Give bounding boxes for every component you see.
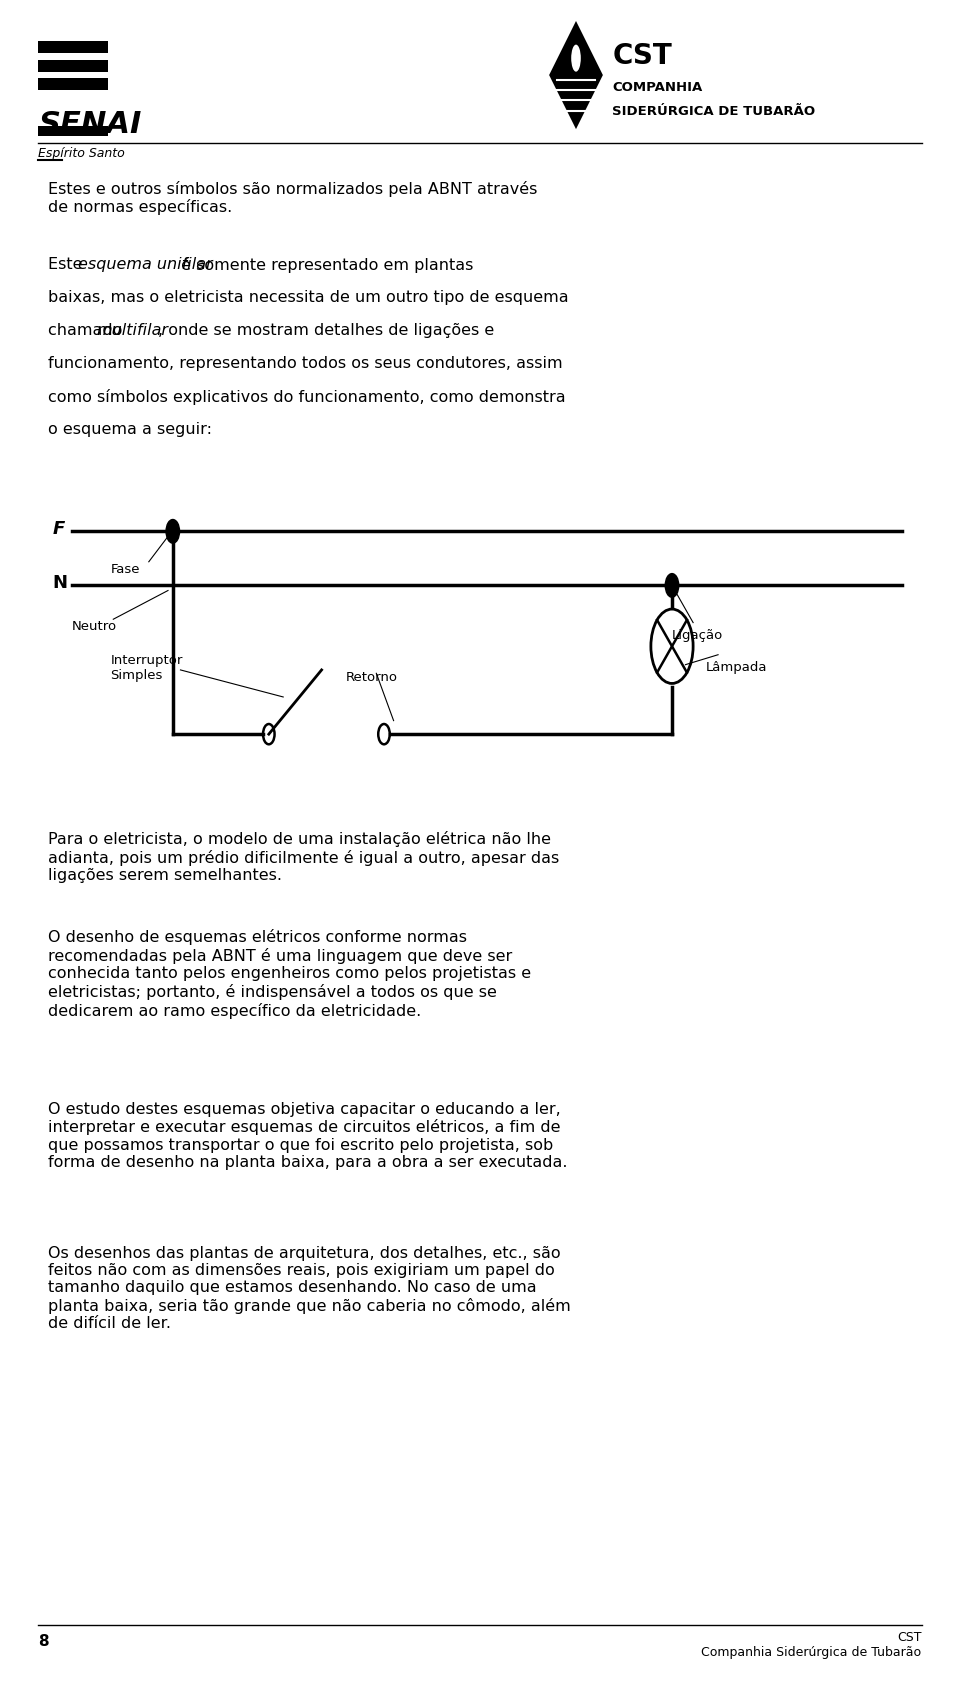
Text: chamado: chamado (48, 323, 128, 338)
Text: Lâmpada: Lâmpada (706, 660, 767, 674)
Ellipse shape (571, 46, 581, 73)
Text: Para o eletricista, o modelo de uma instalação elétrica não lhe
adianta, pois um: Para o eletricista, o modelo de uma inst… (48, 831, 560, 883)
Text: multifilar: multifilar (97, 323, 169, 338)
Text: F: F (53, 520, 65, 537)
FancyBboxPatch shape (38, 127, 108, 137)
Text: O desenho de esquemas elétricos conforme normas
recomendadas pela ABNT é uma lin: O desenho de esquemas elétricos conforme… (48, 929, 531, 1018)
Text: 8: 8 (38, 1633, 49, 1648)
Text: N: N (53, 574, 68, 591)
Text: Ligação: Ligação (672, 628, 723, 642)
Text: é somente representado em plantas: é somente representado em plantas (176, 257, 473, 272)
Text: CST: CST (612, 42, 672, 69)
FancyBboxPatch shape (38, 79, 108, 91)
Text: baixas, mas o eletricista necessita de um outro tipo de esquema: baixas, mas o eletricista necessita de u… (48, 291, 568, 304)
Text: Espírito Santo: Espírito Santo (38, 147, 125, 160)
Text: funcionamento, representando todos os seus condutores, assim: funcionamento, representando todos os se… (48, 355, 563, 370)
FancyBboxPatch shape (38, 42, 108, 54)
Text: Fase: Fase (110, 562, 140, 576)
Text: Os desenhos das plantas de arquitetura, dos detalhes, etc., são
feitos não com a: Os desenhos das plantas de arquitetura, … (48, 1245, 571, 1331)
Circle shape (166, 520, 180, 544)
Text: como símbolos explicativos do funcionamento, como demonstra: como símbolos explicativos do funcioname… (48, 388, 565, 404)
Text: SIDERÚRGICA DE TUBARÃO: SIDERÚRGICA DE TUBARÃO (612, 105, 816, 118)
Text: Neutro: Neutro (72, 620, 117, 633)
Text: COMPANHIA: COMPANHIA (612, 81, 703, 95)
Polygon shape (549, 22, 603, 130)
Text: Retorno: Retorno (346, 671, 397, 684)
Text: o esquema a seguir:: o esquema a seguir: (48, 421, 212, 436)
Text: SENAI: SENAI (38, 110, 142, 138)
Text: , onde se mostram detalhes de ligações e: , onde se mostram detalhes de ligações e (157, 323, 494, 338)
Text: esquema unifilar: esquema unifilar (79, 257, 213, 272)
Text: Interruptor
Simples: Interruptor Simples (110, 654, 182, 682)
FancyBboxPatch shape (38, 61, 108, 73)
Text: O estudo destes esquemas objetiva capacitar o educando a ler,
interpretar e exec: O estudo destes esquemas objetiva capaci… (48, 1101, 567, 1169)
Text: CST
Companhia Siderúrgica de Tubarão: CST Companhia Siderúrgica de Tubarão (702, 1630, 922, 1659)
Text: Estes e outros símbolos são normalizados pela ABNT através
de normas específicas: Estes e outros símbolos são normalizados… (48, 181, 538, 215)
Circle shape (665, 574, 679, 598)
Text: Este: Este (48, 257, 87, 272)
